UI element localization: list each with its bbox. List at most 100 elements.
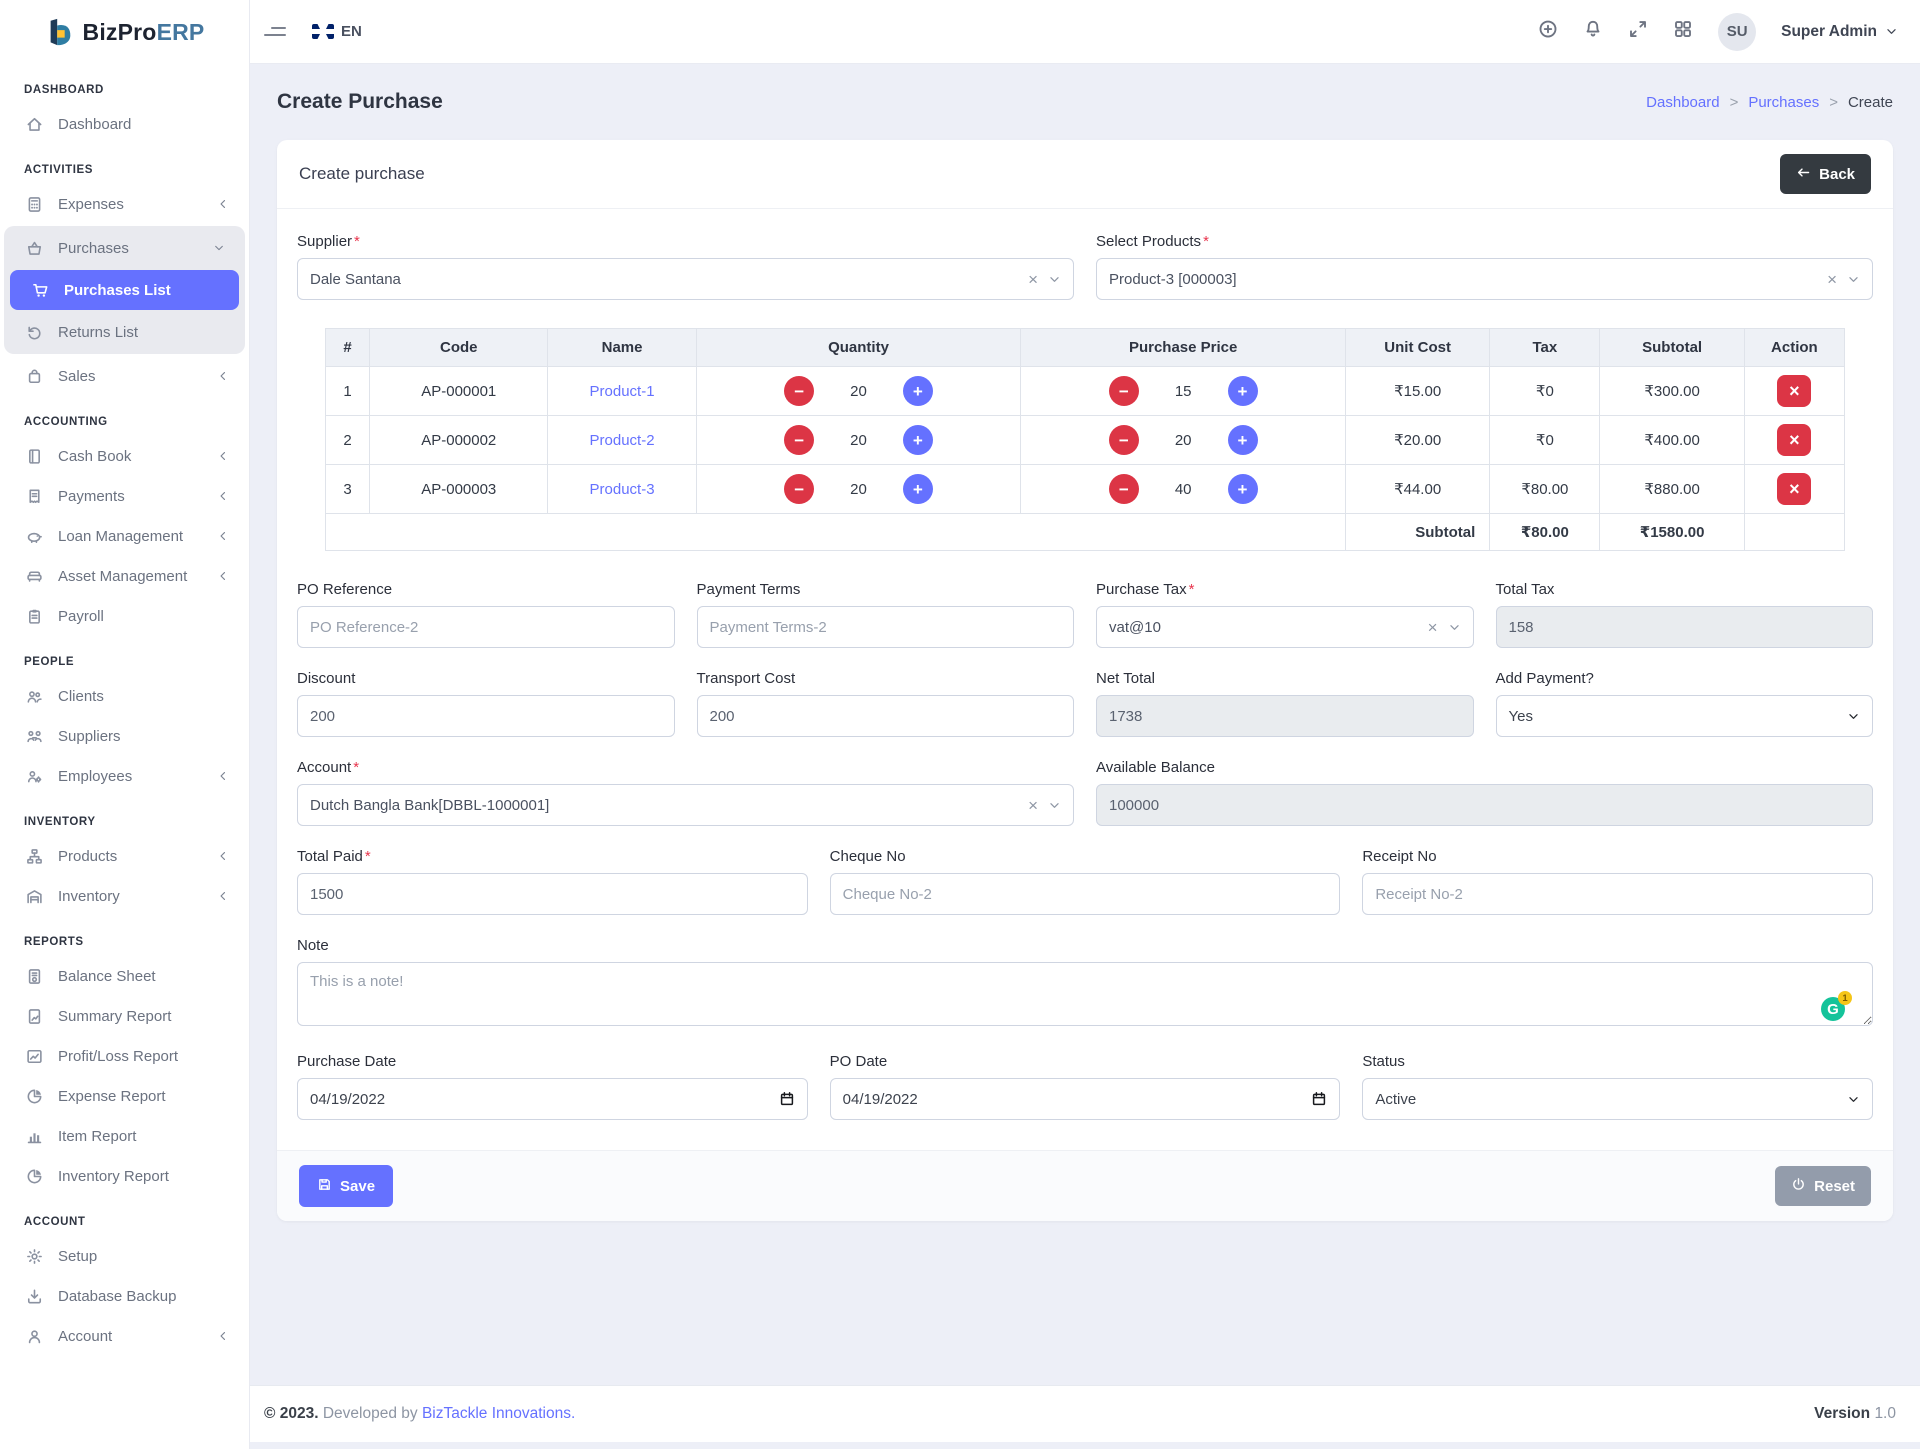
sidebar-item-payroll[interactable]: Payroll (0, 596, 249, 636)
product-name-link[interactable]: Product-1 (590, 383, 655, 400)
clipboard-icon (26, 608, 44, 625)
quantity-increase-button[interactable]: + (903, 425, 933, 455)
sidebar-item-label: Employees (58, 768, 132, 785)
plus-circle-button[interactable] (1538, 19, 1558, 44)
sidebar: BizProERP DASHBOARD Dashboard ACTIVITIES… (0, 0, 250, 1449)
required-mark: * (365, 848, 371, 865)
sidebar-item-label: Expenses (58, 196, 124, 213)
user-menu[interactable]: Super Admin (1781, 23, 1898, 41)
quantity-increase-button[interactable]: + (903, 376, 933, 406)
table-row: 2 AP-000002 Product-2 − 20 + − 20 + ₹20.… (326, 416, 1845, 465)
price-increase-button[interactable]: + (1228, 376, 1258, 406)
sidebar-item-purchases[interactable]: Purchases (4, 228, 245, 268)
quantity-decrease-button[interactable]: − (784, 474, 814, 504)
price-increase-button[interactable]: + (1228, 474, 1258, 504)
quantity-decrease-button[interactable]: − (784, 425, 814, 455)
po-reference-input[interactable] (297, 606, 675, 648)
sidebar-item-loan-management[interactable]: Loan Management (0, 516, 249, 556)
price-stepper: − 15 + (1027, 376, 1339, 406)
avatar[interactable]: SU (1718, 13, 1756, 51)
payment-terms-input[interactable] (697, 606, 1075, 648)
chart-line-icon (26, 1048, 44, 1065)
total-paid-input[interactable] (297, 873, 808, 915)
breadcrumb-purchases[interactable]: Purchases (1748, 94, 1819, 111)
sidebar-item-products[interactable]: Products (0, 836, 249, 876)
calendar-icon[interactable] (1311, 1091, 1327, 1107)
po-date-input[interactable]: 04/19/2022 (830, 1078, 1341, 1120)
quantity-value: 20 (850, 383, 867, 400)
quantity-decrease-button[interactable]: − (784, 376, 814, 406)
price-increase-button[interactable]: + (1228, 425, 1258, 455)
sidebar-item-employees[interactable]: Employees (0, 756, 249, 796)
sidebar-item-expenses[interactable]: Expenses (0, 184, 249, 224)
clear-icon[interactable]: × (1028, 797, 1038, 814)
sidebar-item-suppliers[interactable]: Suppliers (0, 716, 249, 756)
save-button[interactable]: Save (299, 1165, 393, 1207)
fullscreen-button[interactable] (1628, 19, 1648, 44)
note-textarea[interactable] (297, 962, 1873, 1026)
grammarly-badge: 1 (1838, 991, 1852, 1005)
sidebar-item-database-backup[interactable]: Database Backup (0, 1276, 249, 1316)
breadcrumb-dashboard[interactable]: Dashboard (1646, 94, 1719, 111)
price-stepper: − 40 + (1027, 474, 1339, 504)
remove-row-button[interactable]: × (1777, 424, 1811, 456)
sidebar-section: DASHBOARD Dashboard (0, 64, 249, 144)
notifications-button[interactable] (1583, 19, 1603, 44)
remove-row-button[interactable]: × (1777, 473, 1811, 505)
sidebar-item-expense-report[interactable]: Expense Report (0, 1076, 249, 1116)
sidebar-item-dashboard[interactable]: Dashboard (0, 104, 249, 144)
company-link[interactable]: BizTackle Innovations. (422, 1405, 575, 1422)
reset-button[interactable]: Reset (1775, 1166, 1871, 1206)
remove-row-button[interactable]: × (1777, 375, 1811, 407)
sidebar-item-sales[interactable]: Sales (0, 356, 249, 396)
quantity-increase-button[interactable]: + (903, 474, 933, 504)
sidebar-item-inventory[interactable]: Inventory (0, 876, 249, 916)
sidebar-item-label: Loan Management (58, 528, 183, 545)
language-selector[interactable]: EN (312, 23, 369, 40)
back-button[interactable]: Back (1780, 154, 1871, 194)
clear-icon[interactable]: × (1028, 271, 1038, 288)
clear-icon[interactable]: × (1827, 271, 1837, 288)
total-tax-input (1496, 606, 1874, 648)
purchase-date-input[interactable]: 04/19/2022 (297, 1078, 808, 1120)
grammarly-icon[interactable]: G 1 (1821, 997, 1845, 1021)
product-name-link[interactable]: Product-2 (590, 432, 655, 449)
price-decrease-button[interactable]: − (1109, 474, 1139, 504)
supplier-select[interactable]: Dale Santana × (297, 258, 1074, 300)
sidebar-item-setup[interactable]: Setup (0, 1236, 249, 1276)
sidebar-item-clients[interactable]: Clients (0, 676, 249, 716)
status-select[interactable]: Active (1362, 1078, 1873, 1120)
purchase-tax-select[interactable]: vat@10 × (1096, 606, 1474, 648)
discount-input[interactable] (297, 695, 675, 737)
transport-cost-input[interactable] (697, 695, 1075, 737)
sidebar-item-account[interactable]: Account (0, 1316, 249, 1356)
add-payment-select[interactable]: Yes (1496, 695, 1874, 737)
sidebar-item-item-report[interactable]: Item Report (0, 1116, 249, 1156)
product-name-link[interactable]: Product-3 (590, 481, 655, 498)
clear-icon[interactable]: × (1428, 619, 1438, 636)
price-decrease-button[interactable]: − (1109, 425, 1139, 455)
sidebar-item-inventory-report[interactable]: Inventory Report (0, 1156, 249, 1196)
receipt-no-input[interactable] (1362, 873, 1873, 915)
account-select[interactable]: Dutch Bangla Bank[DBBL-1000001] × (297, 784, 1074, 826)
sidebar-item-payments[interactable]: Payments (0, 476, 249, 516)
sidebar-section: PEOPLE Clients Suppliers Employees (0, 636, 249, 796)
cheque-no-input[interactable] (830, 873, 1341, 915)
sidebar-item-asset-management[interactable]: Asset Management (0, 556, 249, 596)
sidebar-item-balance-sheet[interactable]: Balance Sheet (0, 956, 249, 996)
sidebar-item-profit-loss-report[interactable]: Profit/Loss Report (0, 1036, 249, 1076)
apps-grid-button[interactable] (1673, 19, 1693, 44)
sidebar-item-returns-list[interactable]: Returns List (4, 312, 245, 352)
brand-logo[interactable]: BizProERP (0, 0, 249, 64)
chevron-down-icon (1847, 1093, 1860, 1106)
calendar-icon[interactable] (779, 1091, 795, 1107)
sidebar-item-cash-book[interactable]: Cash Book (0, 436, 249, 476)
subtotal-cell: ₹80.00 (1490, 514, 1600, 551)
hamburger-menu-icon[interactable] (264, 27, 286, 36)
price-decrease-button[interactable]: − (1109, 376, 1139, 406)
sidebar-item-purchases-list[interactable]: Purchases List (10, 270, 239, 310)
sidebar-item-summary-report[interactable]: Summary Report (0, 996, 249, 1036)
products-select[interactable]: Product-3 [000003] × (1096, 258, 1873, 300)
quantity-value: 20 (850, 432, 867, 449)
user-group-gear-icon (26, 768, 44, 785)
